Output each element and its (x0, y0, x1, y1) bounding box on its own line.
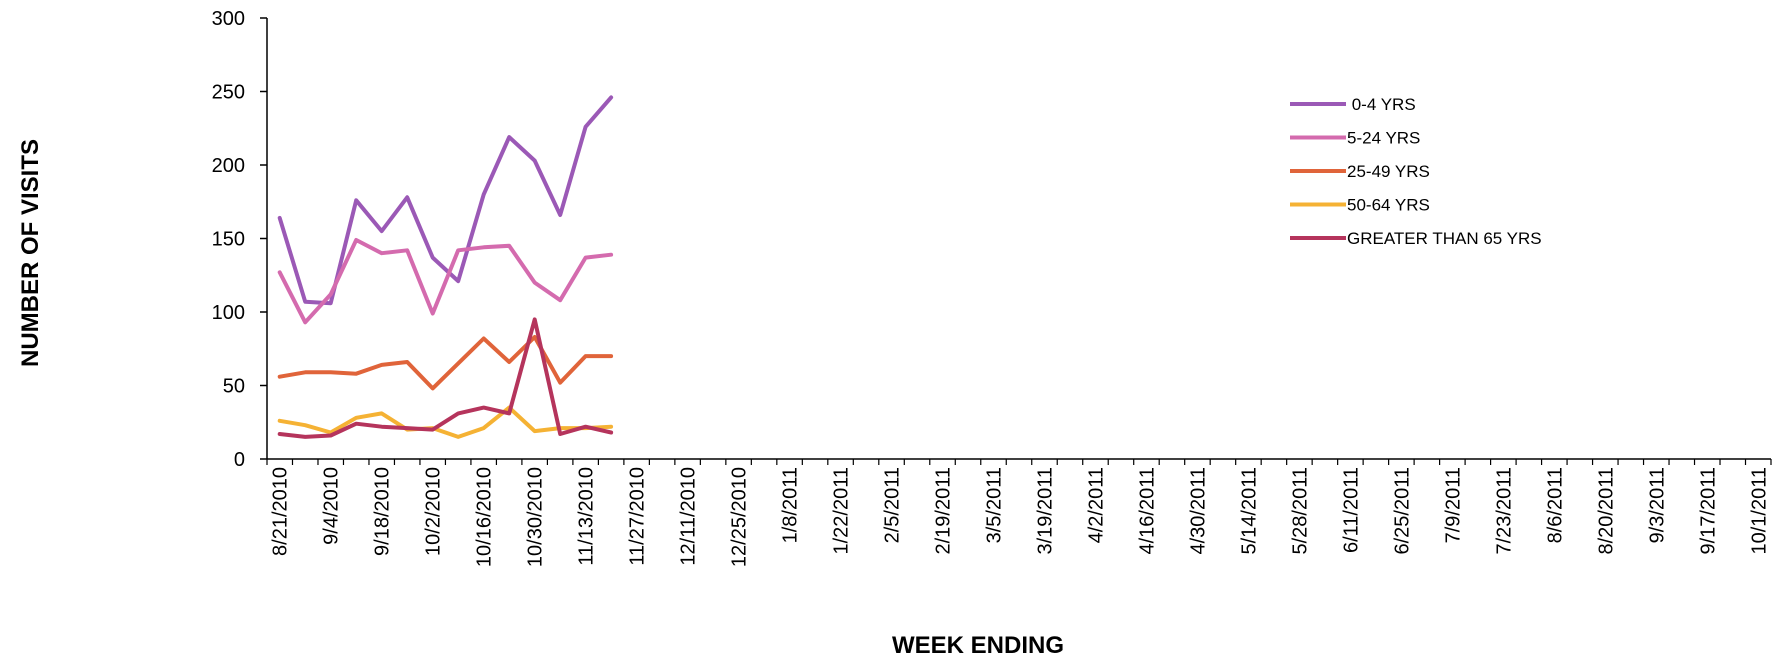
y-axis-title: NUMBER OF VISITS (17, 139, 44, 367)
legend: 0-4 YRS 5-24 YRS 25-49 YRS 50-64 YRS GREATER… (1290, 95, 1542, 248)
x-tick-label: 8/6/2011 (1544, 467, 1566, 543)
x-tick-label: 3/19/2011 (1034, 467, 1056, 555)
x-tick-label: 7/23/2011 (1493, 467, 1515, 555)
x-tick-label: 3/5/2011 (984, 467, 1006, 543)
x-tick-label: 6/11/2011 (1340, 467, 1362, 553)
x-tick-label: 7/9/2011 (1442, 467, 1464, 543)
legend-label: 50-64 YRS (1347, 196, 1430, 215)
y-tick-label: 0 (234, 449, 245, 471)
x-tick-label: 9/4/2010 (321, 467, 343, 545)
x-tick-label: 5/28/2011 (1289, 467, 1311, 555)
x-tick-label: 2/19/2011 (933, 467, 955, 555)
axes: 0 50 100 150 200 250 300 8/21/2010 9/4/2010 9/18/… (212, 8, 1772, 567)
x-tick-label: 4/2/2011 (1085, 467, 1107, 543)
x-tick-label: 9/18/2010 (372, 467, 394, 556)
x-tick-label: 4/16/2011 (1136, 467, 1158, 555)
y-tick-label: 100 (212, 302, 245, 324)
y-tick-label: 300 (212, 8, 245, 30)
y-tick-label: 150 (212, 229, 245, 251)
x-tick-label: 12/25/2010 (729, 467, 751, 567)
series-line-5-24-yrs (277, 238, 614, 325)
x-tick-label: 11/13/2010 (576, 467, 598, 566)
legend-label: GREATER THAN 65 YRS (1347, 229, 1542, 248)
series-line-25-49-yrs (277, 335, 614, 391)
x-tick-label: 10/16/2010 (474, 467, 496, 567)
x-tick-label: 12/11/2010 (678, 467, 700, 566)
x-tick-label: 10/2/2010 (423, 467, 445, 556)
x-tick-label: 11/27/2010 (627, 467, 649, 566)
x-tick-label: 10/30/2010 (525, 467, 547, 567)
x-tick-label: 6/25/2011 (1391, 467, 1413, 555)
legend-label: 5-24 YRS (1347, 129, 1420, 148)
legend-label: 25-49 YRS (1347, 162, 1430, 181)
legend-label: 0-4 YRS (1347, 95, 1416, 114)
x-tick-label: 2/5/2011 (882, 467, 904, 543)
x-tick-label: 9/17/2011 (1697, 467, 1719, 555)
x-tick-label: 10/1/2011 (1748, 467, 1770, 555)
y-tick-label: 50 (223, 376, 245, 398)
x-axis-title: WEEK ENDING (892, 632, 1064, 659)
y-tick-label: 200 (212, 155, 245, 177)
x-tick-label: 8/21/2010 (270, 467, 292, 556)
x-tick-label: 1/22/2011 (831, 467, 853, 555)
x-tick-label: 8/20/2011 (1595, 467, 1617, 555)
x-tick-label: 4/30/2011 (1187, 467, 1209, 555)
series-line-greater-than-65-yrs (277, 317, 614, 439)
x-tick-label: 1/8/2011 (780, 467, 802, 543)
x-tick-label: 5/14/2011 (1238, 467, 1260, 555)
series-line-0-4-yrs (277, 95, 614, 306)
series-group (277, 95, 614, 439)
y-tick-label: 250 (212, 82, 245, 104)
series-line-50-64-yrs (277, 405, 614, 439)
x-tick-label: 9/3/2011 (1646, 467, 1668, 543)
